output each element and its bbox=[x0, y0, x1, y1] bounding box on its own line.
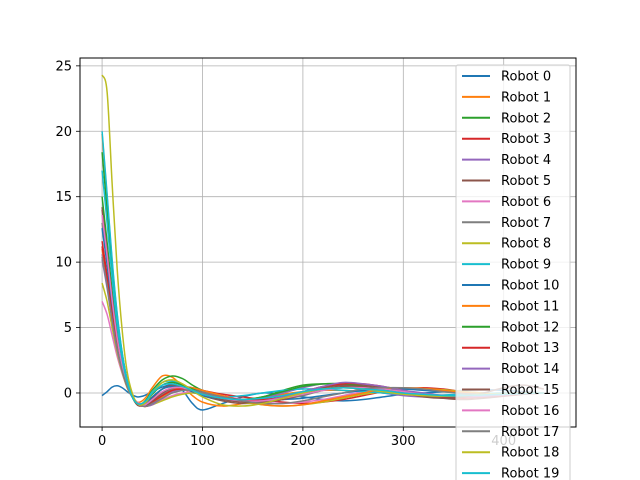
series-line-robot-18 bbox=[101, 74, 544, 407]
legend-label: Robot 1 bbox=[501, 90, 551, 105]
legend-label: Robot 8 bbox=[501, 237, 551, 252]
y-tick-label: 5 bbox=[64, 321, 72, 336]
legend-label: Robot 14 bbox=[501, 362, 559, 377]
legend-label: Robot 4 bbox=[501, 153, 551, 168]
y-tick-label: 10 bbox=[55, 256, 72, 271]
legend-label: Robot 9 bbox=[501, 258, 551, 273]
legend-label: Robot 6 bbox=[501, 195, 551, 210]
legend-label: Robot 13 bbox=[501, 341, 559, 356]
legend-label: Robot 5 bbox=[501, 174, 551, 189]
legend-label: Robot 12 bbox=[501, 320, 559, 335]
legend-label: Robot 3 bbox=[501, 132, 551, 147]
y-tick-label: 20 bbox=[55, 125, 72, 140]
legend-label: Robot 10 bbox=[501, 279, 559, 294]
legend-label: Robot 0 bbox=[501, 70, 551, 85]
series-lines bbox=[101, 74, 545, 411]
legend-label: Robot 19 bbox=[501, 467, 559, 480]
y-tick-label: 15 bbox=[55, 190, 72, 205]
legend-label: Robot 18 bbox=[501, 446, 559, 461]
x-tick-label: 200 bbox=[290, 434, 315, 449]
legend-box bbox=[455, 64, 571, 480]
legend-label: Robot 2 bbox=[501, 111, 551, 126]
x-tick-label: 0 bbox=[98, 434, 106, 449]
legend-label: Robot 17 bbox=[501, 425, 559, 440]
y-tick-label: 25 bbox=[55, 59, 72, 74]
legend: Robot 0 Robot 1 Robot 2 Robot 3 Robot 4 Robot… bbox=[455, 64, 571, 480]
y-tick-label: 0 bbox=[64, 386, 72, 401]
series-line-robot-19 bbox=[101, 170, 544, 405]
plot-frame bbox=[79, 57, 577, 428]
x-tick-label: 100 bbox=[190, 434, 215, 449]
legend-label: Robot 15 bbox=[501, 383, 559, 398]
legend-label: Robot 16 bbox=[501, 404, 559, 419]
legend-label: Robot 7 bbox=[501, 216, 551, 231]
y-axis: 0 5 10 15 20 25 bbox=[55, 59, 80, 401]
series-line-robot-0 bbox=[101, 384, 544, 411]
legend-label: Robot 11 bbox=[501, 299, 559, 314]
x-tick-label: 300 bbox=[391, 434, 416, 449]
